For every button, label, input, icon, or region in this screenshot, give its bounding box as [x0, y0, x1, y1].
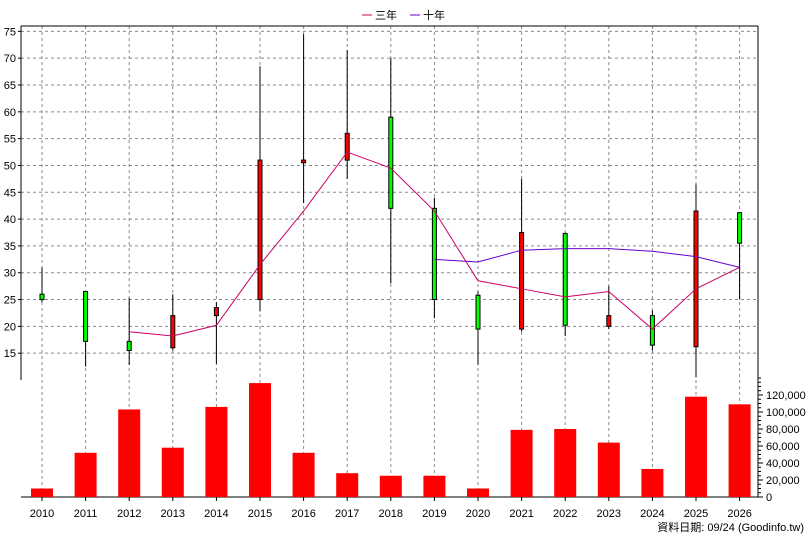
x-tick-label: 2012 [117, 508, 141, 520]
candle-body [388, 116, 394, 209]
volume-bar [161, 447, 184, 497]
price-tick-label: 60 [4, 107, 16, 119]
volume-bar [597, 442, 620, 497]
volume-bar [467, 488, 489, 497]
candle-body [431, 207, 437, 301]
volume-tick-label: 0 [766, 492, 772, 504]
legend-label: 三年 [375, 8, 397, 22]
price-tick-label: 45 [4, 187, 16, 199]
volume-tick-label: 100,000 [766, 407, 806, 419]
x-tick-label: 2015 [248, 508, 272, 520]
volume-bar [292, 452, 315, 497]
x-tick-label: 2022 [553, 508, 577, 520]
ma3-line [129, 151, 740, 337]
candle-body [344, 132, 350, 161]
x-tick-label: 2024 [640, 508, 664, 520]
price-tick-label: 25 [4, 295, 16, 307]
candle-body [257, 159, 263, 301]
volume-bar [31, 488, 53, 497]
price-tick-label: 30 [4, 268, 16, 280]
volume-bar [205, 406, 228, 497]
candle-body [83, 291, 89, 342]
x-tick-label: 2026 [727, 508, 751, 520]
footer-source: 資料日期: 09/24 (Goodinfo.tw) [657, 520, 804, 534]
x-tick-label: 2023 [597, 508, 621, 520]
x-tick-label: 2018 [379, 508, 403, 520]
volume-tick-label: 120,000 [766, 390, 806, 402]
volume-bar [74, 452, 97, 497]
price-tick-label: 35 [4, 241, 16, 253]
volume-bar [728, 404, 751, 497]
candle-body [693, 210, 699, 348]
volume-bar [510, 429, 533, 497]
price-tick-label: 70 [4, 53, 16, 65]
volume-bar [685, 396, 707, 497]
price-tick-label: 20 [4, 321, 16, 333]
volume-bars [31, 383, 751, 497]
price-axis: 15 20 25 30 35 40 45 50 55 60 65 70 75 [4, 26, 21, 360]
x-axis: 2010 2011 2012 2013 2014 2015 2016 2017 2018 2019… [30, 497, 752, 520]
x-tick-label: 2011 [74, 508, 98, 520]
ma10-line [434, 248, 740, 268]
volume-tick-label: 60,000 [766, 441, 800, 453]
price-tick-label: 40 [4, 214, 16, 226]
price-tick-label: 75 [4, 26, 16, 38]
x-tick-label: 2021 [509, 508, 533, 520]
volume-bar [379, 475, 402, 497]
volume-tick-label: 40,000 [766, 458, 800, 470]
x-tick-label: 2019 [422, 508, 446, 520]
candle-body [39, 293, 45, 301]
volume-tick-label: 80,000 [766, 424, 800, 436]
legend: 三年 十年 [362, 8, 445, 22]
legend-label: 十年 [423, 8, 445, 22]
candle-body [649, 315, 655, 346]
x-tick-label: 2013 [161, 508, 185, 520]
price-tick-label: 15 [4, 348, 16, 360]
candle-body [170, 315, 176, 349]
candle-body [562, 233, 568, 326]
volume-bar [118, 409, 141, 497]
volume-bar [249, 383, 271, 497]
volume-bar [336, 473, 359, 497]
volume-tick-label: 20,000 [766, 475, 800, 487]
candles [39, 34, 743, 378]
x-tick-label: 2010 [30, 508, 54, 520]
price-tick-label: 65 [4, 80, 16, 92]
candle-body [126, 340, 132, 351]
candle-body [606, 315, 612, 327]
x-tick-label: 2016 [291, 508, 315, 520]
price-tick-label: 50 [4, 160, 16, 172]
candle-body [737, 212, 743, 244]
price-tick-label: 55 [4, 134, 16, 146]
volume-bar [423, 475, 446, 497]
x-tick-label: 2014 [204, 508, 228, 520]
candle-body [519, 232, 525, 330]
candle-body [475, 294, 481, 330]
candle-body [301, 159, 307, 164]
volume-bar [641, 468, 664, 497]
volume-bar [554, 429, 577, 497]
x-tick-label: 2017 [335, 508, 359, 520]
candle-body [213, 307, 219, 317]
x-tick-label: 2025 [684, 508, 708, 520]
x-tick-label: 2020 [466, 508, 490, 520]
moving-average-lines [129, 151, 740, 337]
volume-axis: 0 20,000 40,000 60,000 80,000 100,000 120,000 [758, 377, 806, 504]
